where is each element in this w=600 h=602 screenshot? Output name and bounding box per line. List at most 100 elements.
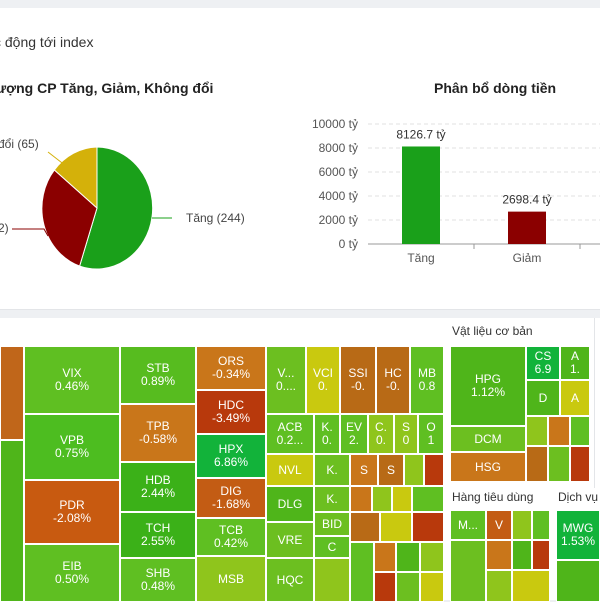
heatmap-tile[interactable] bbox=[374, 572, 396, 602]
heatmap-tile-k2[interactable]: K. bbox=[314, 454, 350, 486]
heatmap-tile[interactable] bbox=[420, 542, 444, 572]
pie-slice-down bbox=[41, 169, 98, 267]
heatmap-tile-k1[interactable]: K. 0. bbox=[314, 414, 340, 454]
heatmap-tile-nvl[interactable]: NVL bbox=[266, 454, 314, 486]
heatmap-tile-dcm[interactable]: DCM bbox=[450, 426, 526, 452]
heatmap-tile[interactable] bbox=[526, 416, 548, 446]
heatmap-tile-ors[interactable]: ORS -0.34% bbox=[196, 346, 266, 390]
sector-title-materials: Vật liệu cơ bản bbox=[452, 324, 533, 338]
y-tick-label: 2000 tỷ bbox=[319, 213, 358, 227]
heatmap-tile[interactable] bbox=[532, 510, 550, 540]
heatmap-tile-s2[interactable]: S bbox=[350, 454, 378, 486]
heatmap-tile-hdc[interactable]: HDC -3.49% bbox=[196, 390, 266, 434]
heatmap-tile-bid[interactable]: BID bbox=[314, 512, 350, 536]
heatmap-tile-c[interactable]: C. 0. bbox=[368, 414, 394, 454]
heatmap-tile-mb[interactable]: MB 0.8 bbox=[410, 346, 444, 414]
heatmap-tile-c2[interactable]: C bbox=[314, 536, 350, 558]
heatmap-tile[interactable] bbox=[412, 486, 444, 512]
heatmap-tile[interactable] bbox=[420, 572, 444, 602]
heatmap-tile[interactable] bbox=[570, 446, 590, 482]
heatmap-tile-hpg[interactable]: HPG 1.12% bbox=[450, 346, 526, 426]
heatmap-tile-msb[interactable]: MSB bbox=[196, 556, 266, 602]
heatmap-tile-vix[interactable]: VIX 0.46% bbox=[24, 346, 120, 414]
heatmap-tile-vv[interactable]: V bbox=[486, 510, 512, 540]
heatmap-tile[interactable] bbox=[396, 572, 420, 602]
y-tick-label: 8000 tỷ bbox=[319, 141, 358, 155]
heatmap-tile-stb[interactable]: STB 0.89% bbox=[120, 346, 196, 404]
y-tick-label: 4000 tỷ bbox=[319, 189, 358, 203]
column-divider bbox=[594, 318, 600, 488]
heatmap-tile[interactable] bbox=[486, 570, 512, 602]
heatmap-tile-m[interactable]: M... bbox=[450, 510, 486, 540]
bar-chart: 0 tỷ 2000 tỷ 4000 tỷ 6000 tỷ 8000 tỷ 10000 tỷ… bbox=[312, 117, 600, 265]
sector-title-services: Dịch vụ bbox=[558, 490, 599, 504]
heatmap-tile[interactable] bbox=[512, 540, 532, 570]
heatmap-tile-hdb[interactable]: HDB 2.44% bbox=[120, 462, 196, 512]
heatmap-tile-a1[interactable]: A 1. bbox=[560, 346, 590, 380]
heatmap-tile-tch[interactable]: TCH 2.55% bbox=[120, 512, 196, 558]
pie-leader-down bbox=[12, 228, 49, 237]
pie-label-up: Tăng (244) bbox=[186, 211, 245, 225]
heatmap-tile-tpb[interactable]: TPB -0.58% bbox=[120, 404, 196, 462]
heatmap-tile-dlg[interactable]: DLG bbox=[266, 486, 314, 522]
heatmap-tile[interactable] bbox=[380, 512, 412, 542]
heatmap-tile[interactable] bbox=[350, 512, 380, 542]
pie-chart bbox=[12, 146, 172, 270]
heatmap-tile[interactable] bbox=[548, 416, 570, 446]
heatmap-tile-hsg[interactable]: HSG bbox=[450, 452, 526, 482]
heatmap-tile-vci[interactable]: VCI 0. bbox=[306, 346, 340, 414]
panel-tab-title[interactable]: c động tới index bbox=[0, 34, 94, 50]
heatmap-tile[interactable] bbox=[404, 454, 424, 486]
heatmap-tile-vre[interactable]: VRE bbox=[266, 522, 314, 558]
heatmap-tile-cs[interactable]: CS 6.9 bbox=[526, 346, 560, 380]
heatmap-tile[interactable] bbox=[350, 486, 372, 512]
heatmap-tile[interactable] bbox=[450, 540, 486, 602]
heatmap-tile-vpb[interactable]: VPB 0.75% bbox=[24, 414, 120, 480]
heatmap-tile-shb[interactable]: SHB 0.48% bbox=[120, 558, 196, 602]
heatmap-tile-acb[interactable]: ACB 0.2... bbox=[266, 414, 314, 454]
heatmap-tile[interactable] bbox=[0, 440, 24, 602]
heatmap-tile-dig[interactable]: DIG -1.68% bbox=[196, 478, 266, 518]
heatmap-tile[interactable] bbox=[374, 542, 396, 572]
heatmap-tile[interactable] bbox=[548, 446, 570, 482]
heatmap-tile[interactable] bbox=[512, 510, 532, 540]
heatmap-tile-v[interactable]: V... 0.... bbox=[266, 346, 306, 414]
heatmap-tile[interactable] bbox=[314, 558, 350, 602]
heatmap-tile[interactable] bbox=[556, 560, 600, 602]
pie-chart-title: ượng CP Tăng, Giảm, Không đổi bbox=[0, 80, 214, 96]
heatmap-tile[interactable] bbox=[486, 540, 512, 570]
heatmap-tile[interactable] bbox=[392, 486, 412, 512]
heatmap-tile-s3[interactable]: S bbox=[378, 454, 404, 486]
overview-card: c động tới index ượng CP Tăng, Giảm, Khô… bbox=[0, 8, 600, 310]
heatmap-tile[interactable] bbox=[350, 542, 374, 602]
bar-0 bbox=[402, 146, 440, 244]
heatmap-tile-pdr[interactable]: PDR -2.08% bbox=[24, 480, 120, 544]
heatmap-tile-tcb[interactable]: TCB 0.42% bbox=[196, 518, 266, 556]
y-tick-label: 6000 tỷ bbox=[319, 165, 358, 179]
heatmap-tile[interactable] bbox=[396, 542, 420, 572]
heatmap-tile-d[interactable]: D bbox=[526, 380, 560, 416]
heatmap-tile[interactable] bbox=[570, 416, 590, 446]
bar-value-label: 8126.7 tỷ bbox=[396, 127, 445, 141]
heatmap-tile-ev[interactable]: EV 2. bbox=[340, 414, 368, 454]
heatmap-tile-k3[interactable]: K. bbox=[314, 486, 350, 512]
bar-1 bbox=[508, 211, 546, 244]
heatmap-tile-hc[interactable]: HC -0. bbox=[376, 346, 410, 414]
heatmap-tile[interactable] bbox=[532, 540, 550, 570]
heatmap-tile[interactable] bbox=[0, 346, 24, 440]
heatmap-tile[interactable] bbox=[412, 512, 444, 542]
heatmap-tile[interactable] bbox=[372, 486, 392, 512]
pie-label-flat: đổi (65) bbox=[0, 137, 39, 151]
heatmap-tile-ssi[interactable]: SSI -0. bbox=[340, 346, 376, 414]
x-tick-label: Tăng bbox=[407, 251, 434, 265]
heatmap-tile-eib[interactable]: EIB 0.50% bbox=[24, 544, 120, 602]
heatmap-tile[interactable] bbox=[526, 446, 548, 482]
heatmap-tile-mwg[interactable]: MWG 1.53% bbox=[556, 510, 600, 560]
heatmap-tile-hpx[interactable]: HPX 6.86% bbox=[196, 434, 266, 478]
heatmap-tile-hqc[interactable]: HQC bbox=[266, 558, 314, 602]
heatmap-tile[interactable] bbox=[424, 454, 444, 486]
heatmap-tile-a2[interactable]: A bbox=[560, 380, 590, 416]
heatmap-tile[interactable] bbox=[512, 570, 550, 602]
